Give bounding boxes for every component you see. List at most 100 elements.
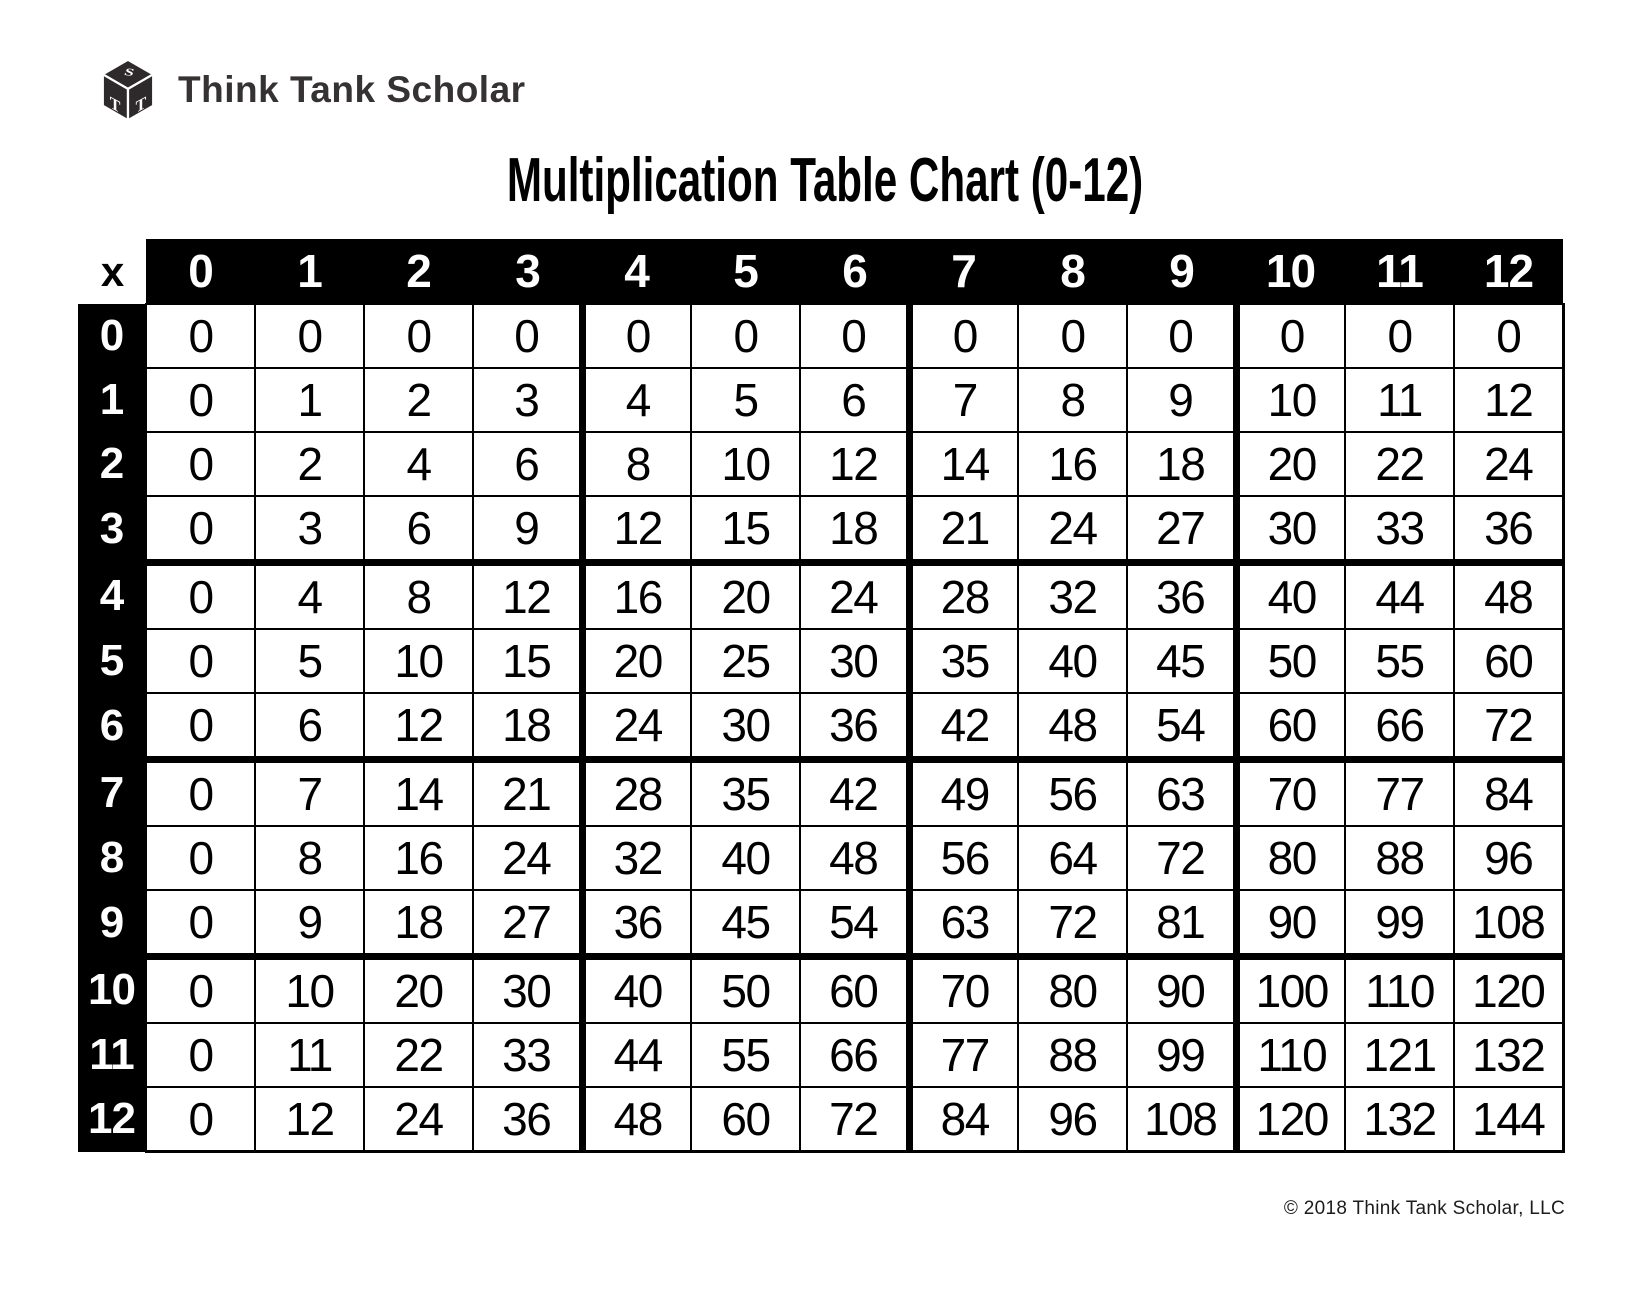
product-cell: 6 (254, 692, 365, 763)
product-cell: 42 (799, 758, 913, 827)
product-cell: 28 (908, 561, 1019, 630)
product-cell: 27 (472, 889, 586, 960)
product-cell: 30 (690, 692, 801, 763)
product-cell: 63 (1126, 758, 1240, 827)
brand-name: Think Tank Scholar (178, 69, 526, 110)
product-cell: 88 (1344, 825, 1455, 891)
product-cell: 0 (581, 303, 692, 369)
product-cell: 55 (690, 1022, 801, 1088)
product-cell: 70 (1235, 758, 1346, 827)
product-cell: 20 (581, 628, 692, 694)
product-cell: 0 (145, 431, 256, 497)
product-cell: 84 (908, 1086, 1019, 1153)
column-header-cell: 11 (1345, 239, 1454, 304)
product-cell: 35 (908, 628, 1019, 694)
product-cell: 10 (1235, 367, 1346, 433)
product-cell: 66 (1344, 692, 1455, 763)
row-header-cell: 5 (78, 629, 146, 693)
product-cell: 84 (1453, 758, 1565, 827)
product-cell: 22 (363, 1022, 474, 1088)
table-row: 4 0 4 8 12 16 20 24 28 32 36 40 44 48 (78, 561, 1565, 630)
product-cell: 36 (799, 692, 913, 763)
table-row: 3 0 3 6 9 12 15 18 21 24 27 30 33 36 (78, 495, 1565, 566)
product-cell: 0 (145, 758, 256, 827)
product-cell: 42 (908, 692, 1019, 763)
product-cell: 56 (1017, 758, 1128, 827)
product-cell: 0 (145, 1086, 256, 1153)
product-cell: 56 (908, 825, 1019, 891)
column-header-cell: 6 (800, 239, 909, 304)
product-cell: 60 (799, 955, 913, 1024)
product-cell: 108 (1453, 889, 1565, 960)
product-cell: 14 (363, 758, 474, 827)
cube-letter-right: T (136, 92, 147, 117)
column-header-cell: 5 (691, 239, 800, 304)
cube-letter-left: T (110, 92, 121, 117)
product-cell: 10 (363, 628, 474, 694)
product-cell: 2 (363, 367, 474, 433)
product-cell: 40 (1235, 561, 1346, 630)
product-cell: 121 (1344, 1022, 1455, 1088)
row-header-cell: 11 (78, 1023, 146, 1087)
row-header-cell: 9 (78, 890, 146, 957)
product-cell: 9 (1126, 367, 1240, 433)
product-cell: 6 (472, 431, 586, 497)
product-cell: 80 (1017, 955, 1128, 1024)
product-cell: 15 (690, 495, 801, 566)
product-cell: 0 (145, 955, 256, 1024)
product-cell: 0 (1344, 303, 1455, 369)
product-cell: 132 (1453, 1022, 1565, 1088)
product-cell: 9 (254, 889, 365, 960)
brand-logo: S T T Think Tank Scholar (100, 58, 526, 122)
product-cell: 90 (1126, 955, 1240, 1024)
product-cell: 132 (1344, 1086, 1455, 1153)
product-cell: 21 (472, 758, 586, 827)
product-cell: 12 (254, 1086, 365, 1153)
product-cell: 24 (581, 692, 692, 763)
product-cell: 96 (1453, 825, 1565, 891)
product-cell: 20 (690, 561, 801, 630)
column-header-cell: 12 (1454, 239, 1563, 304)
product-cell: 10 (690, 431, 801, 497)
page-title: Multiplication Table Chart (0-12) (506, 146, 1144, 215)
table-row: 12 0 12 24 36 48 60 72 84 96 108 120 132 144 (78, 1086, 1565, 1153)
product-cell: 5 (690, 367, 801, 433)
table-row: 8 0 8 16 24 32 40 48 56 64 72 80 88 96 (78, 825, 1565, 891)
product-cell: 88 (1017, 1022, 1128, 1088)
product-cell: 50 (1235, 628, 1346, 694)
column-header-cell: 10 (1236, 239, 1345, 304)
table-row: 6 0 6 12 18 24 30 36 42 48 54 60 66 72 (78, 692, 1565, 763)
product-cell: 55 (1344, 628, 1455, 694)
product-cell: 50 (690, 955, 801, 1024)
product-cell: 2 (254, 431, 365, 497)
product-cell: 12 (799, 431, 913, 497)
table-row: 2 0 2 4 6 8 10 12 14 16 18 20 22 24 (78, 431, 1565, 497)
product-cell: 12 (1453, 367, 1565, 433)
product-cell: 99 (1344, 889, 1455, 960)
table-row: 1 0 1 2 3 4 5 6 7 8 9 10 11 12 (78, 367, 1565, 433)
table-row: 9 0 9 18 27 36 45 54 63 72 81 90 99 108 (78, 889, 1565, 960)
product-cell: 48 (581, 1086, 692, 1153)
column-header-cell: 4 (582, 239, 691, 304)
cube-letter-top: S (122, 67, 136, 79)
product-cell: 20 (363, 955, 474, 1024)
product-cell: 77 (1344, 758, 1455, 827)
product-cell: 70 (908, 955, 1019, 1024)
product-cell: 100 (1235, 955, 1346, 1024)
product-cell: 54 (1126, 692, 1240, 763)
product-cell: 10 (254, 955, 365, 1024)
product-cell: 120 (1235, 1086, 1346, 1153)
row-header-cell: 6 (78, 693, 146, 760)
product-cell: 6 (799, 367, 913, 433)
product-cell: 24 (799, 561, 913, 630)
product-cell: 8 (363, 561, 474, 630)
product-cell: 81 (1126, 889, 1240, 960)
table-header-row: x 0 1 2 3 4 5 6 7 8 9 10 11 12 (78, 239, 1563, 304)
row-header-cell: 3 (78, 496, 146, 563)
product-cell: 44 (1344, 561, 1455, 630)
product-cell: 8 (581, 431, 692, 497)
product-cell: 63 (908, 889, 1019, 960)
product-cell: 66 (799, 1022, 913, 1088)
product-cell: 4 (363, 431, 474, 497)
row-header-cell: 7 (78, 759, 146, 826)
